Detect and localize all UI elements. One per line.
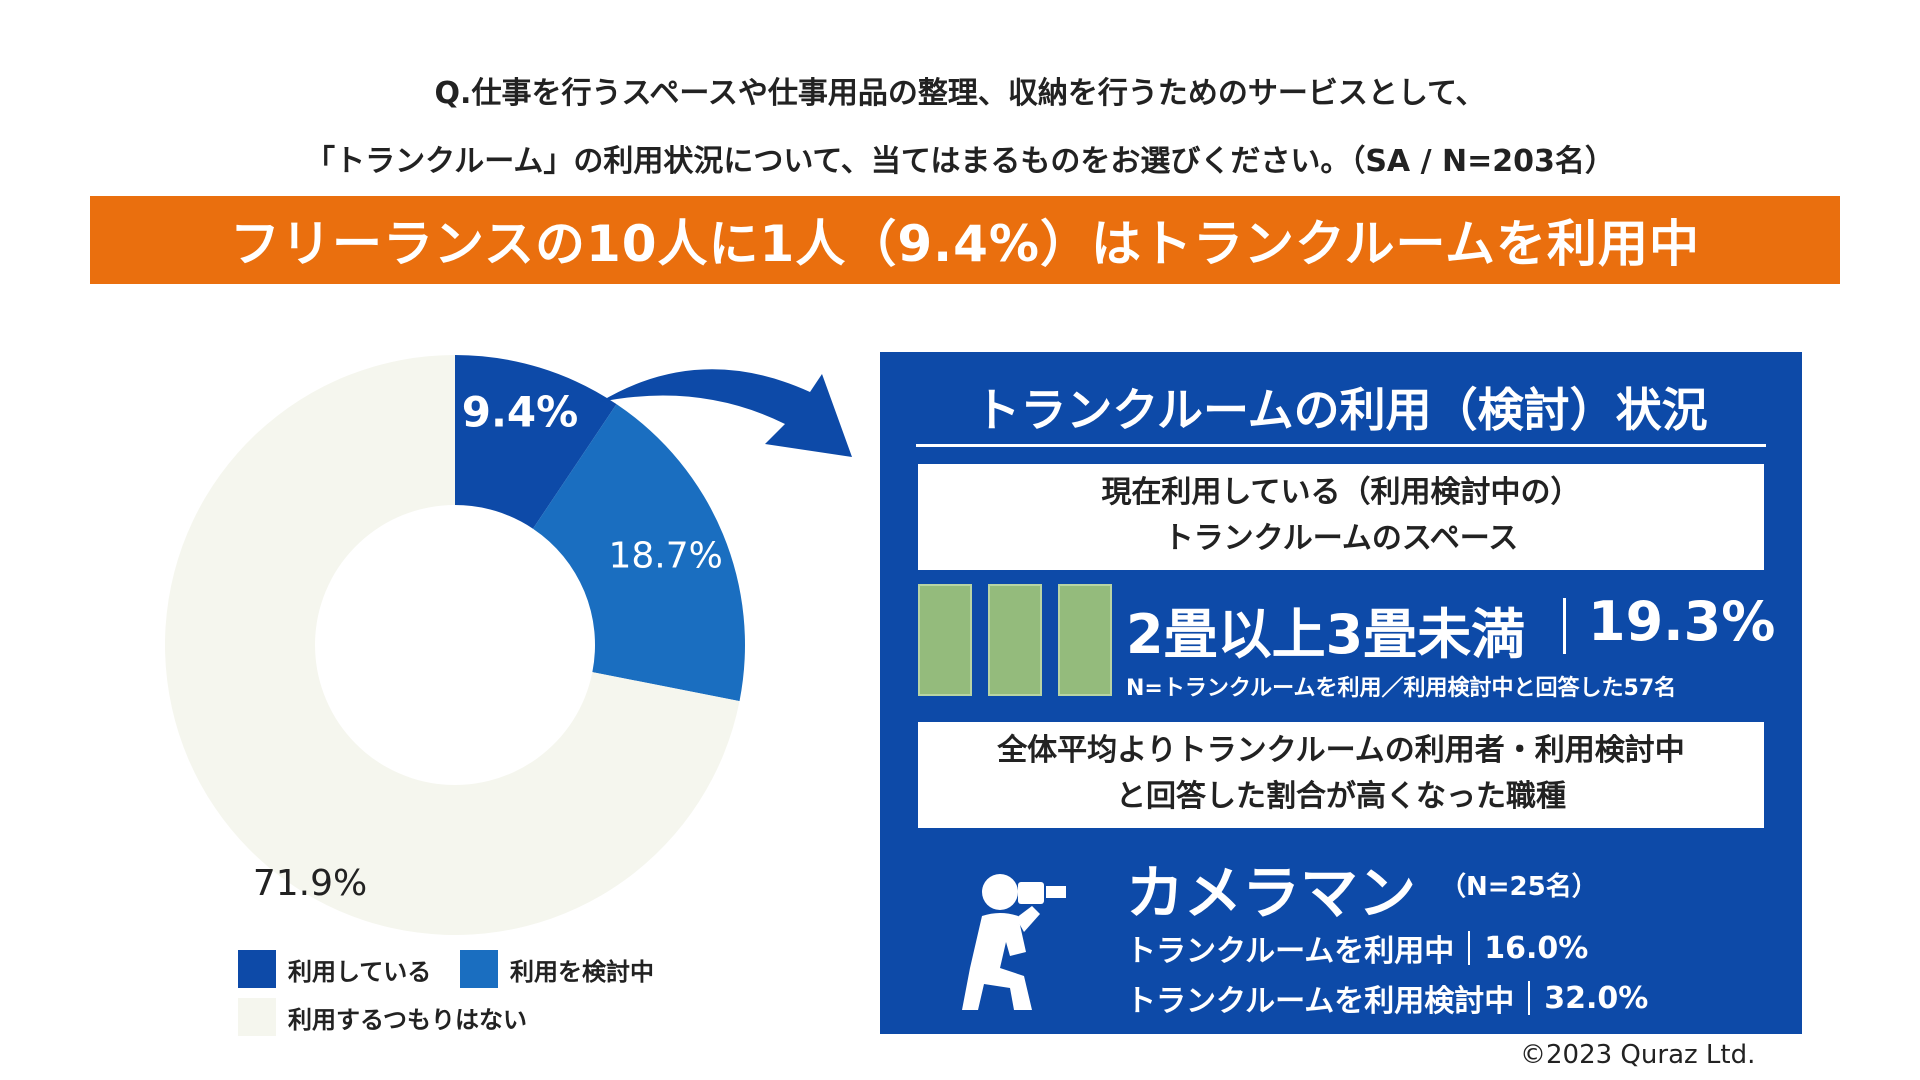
copyright: ©2023 Quraz Ltd. [1520, 1040, 1756, 1070]
occupation-name: カメラマン [1126, 859, 1417, 927]
legend-swatch-considering [460, 950, 498, 988]
occupation-question-line-1: 全体平均よりトランクルームの利用者・利用検討中 [997, 733, 1685, 768]
stat-considering-value: 32.0% [1544, 980, 1649, 1016]
stat-separator [1528, 981, 1531, 1015]
occupation-sample-size: （N=25名） [1440, 872, 1598, 902]
legend-item-not-using: 利用するつもりはない [238, 998, 527, 1036]
donut-chart: 9.4% 18.7% 71.9% [164, 355, 745, 935]
occupation-stat-using: トランクルームを利用中 16.0% [1126, 926, 1588, 970]
legend-label-not-using: 利用するつもりはない [288, 1005, 528, 1034]
stat-using-label: トランクルームを利用中 [1126, 934, 1455, 969]
panel-divider [916, 444, 1766, 447]
donut-label-using: 9.4% [462, 388, 578, 437]
stat-using-value: 16.0% [1484, 930, 1589, 966]
donut-label-not-using: 71.9% [253, 863, 367, 904]
occupation-stat-considering: トランクルームを利用検討中 32.0% [1126, 976, 1648, 1020]
headline-banner: フリーランスの10人に1人（9.4%）はトランクルームを利用中 [90, 196, 1840, 284]
donut-slice-not-using [164, 355, 740, 935]
donut-slice-using [455, 355, 617, 529]
arrow-icon [600, 369, 852, 457]
legend-swatch-using [238, 950, 276, 988]
size-separator [1563, 598, 1566, 654]
legend-item-considering: 利用を検討中 [460, 950, 654, 988]
legend-label-using: 利用している [288, 957, 432, 986]
panel-title: トランクルームの利用（検討）状況 [974, 383, 1708, 437]
donut-label-considering: 18.7% [608, 536, 722, 577]
size-sample-note: N=トランクルームを利用／利用検討中と回答した57名 [1126, 676, 1677, 701]
occupation-question-line-2: と回答した割合が高くなった職種 [1116, 779, 1566, 814]
question-line-2: 「トランクルーム」の利用状況について、当てはまるものをお選びください。（SA /… [305, 144, 1615, 179]
cameraman-icon [962, 874, 1066, 1010]
space-question-box: 現在利用している（利用検討中の） トランクルームのスペース [918, 464, 1764, 570]
tatami-mat-icon [988, 584, 1042, 696]
space-question-line-2: トランクルームのスペース [1163, 521, 1519, 556]
stat-considering-label: トランクルームを利用検討中 [1126, 984, 1515, 1019]
size-percentage: 19.3% [1588, 590, 1776, 653]
legend-item-using: 利用している [238, 950, 431, 988]
legend-swatch-not-using [238, 998, 276, 1036]
size-answer: 2畳以上3畳未満 [1126, 603, 1526, 666]
question-line-1: Q.仕事を行うスペースや仕事用品の整理、収納を行うためのサービスとして、 [434, 76, 1486, 111]
legend-label-considering: 利用を検討中 [510, 957, 654, 986]
space-question-line-1: 現在利用している（利用検討中の） [1101, 475, 1581, 510]
donut-slice-considering [532, 404, 745, 702]
tatami-mat-icon [918, 584, 972, 696]
occupation-question-box: 全体平均よりトランクルームの利用者・利用検討中 と回答した割合が高くなった職種 [918, 722, 1764, 828]
usage-panel: トランクルームの利用（検討）状況 現在利用している（利用検討中の） トランクルー… [880, 352, 1802, 1034]
tatami-mat-icon [1058, 584, 1112, 696]
stat-separator [1468, 931, 1471, 965]
